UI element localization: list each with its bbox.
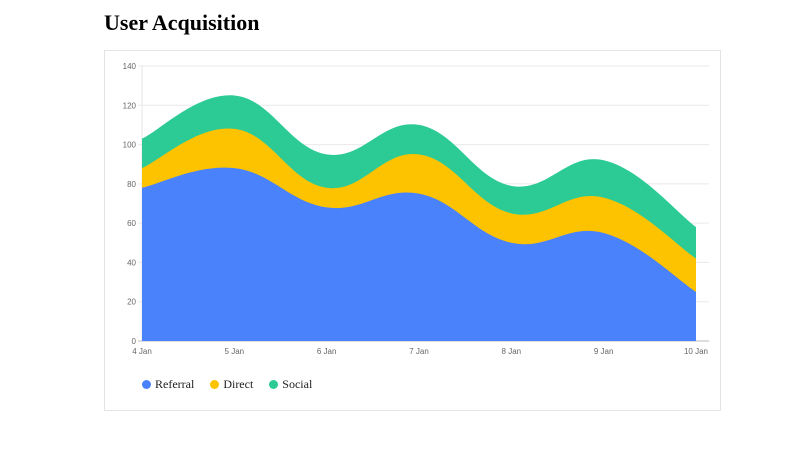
y-tick-label: 40 bbox=[127, 258, 136, 267]
legend-item-direct[interactable]: Direct bbox=[210, 377, 253, 392]
x-tick-label: 9 Jan bbox=[594, 347, 614, 356]
area-referral bbox=[142, 167, 696, 341]
legend-swatch bbox=[142, 380, 151, 389]
y-tick-label: 60 bbox=[127, 219, 136, 228]
legend-item-social[interactable]: Social bbox=[269, 377, 312, 392]
legend-label: Social bbox=[282, 377, 313, 391]
legend-item-referral[interactable]: Referral bbox=[142, 377, 194, 392]
y-tick-label: 80 bbox=[127, 180, 136, 189]
x-tick-label: 6 Jan bbox=[317, 347, 337, 356]
chart-card bbox=[104, 50, 721, 411]
y-tick-label: 20 bbox=[127, 298, 136, 307]
y-tick-label: 0 bbox=[132, 337, 137, 346]
legend-label: Referral bbox=[155, 377, 195, 391]
x-tick-label: 8 Jan bbox=[502, 347, 522, 356]
legend-label: Direct bbox=[223, 377, 254, 391]
x-tick-label: 4 Jan bbox=[132, 347, 152, 356]
y-tick-label: 120 bbox=[123, 101, 137, 110]
legend-swatch bbox=[210, 380, 220, 389]
x-tick-label: 5 Jan bbox=[225, 347, 245, 356]
y-tick-label: 140 bbox=[123, 62, 137, 71]
x-tick-label: 10 Jan bbox=[684, 347, 708, 356]
x-tick-label: 7 Jan bbox=[409, 347, 429, 356]
legend-swatch bbox=[269, 380, 279, 389]
legend: Referral Direct Social bbox=[142, 377, 312, 392]
page-title: User Acquisition bbox=[104, 10, 260, 35]
y-tick-label: 100 bbox=[123, 141, 137, 150]
